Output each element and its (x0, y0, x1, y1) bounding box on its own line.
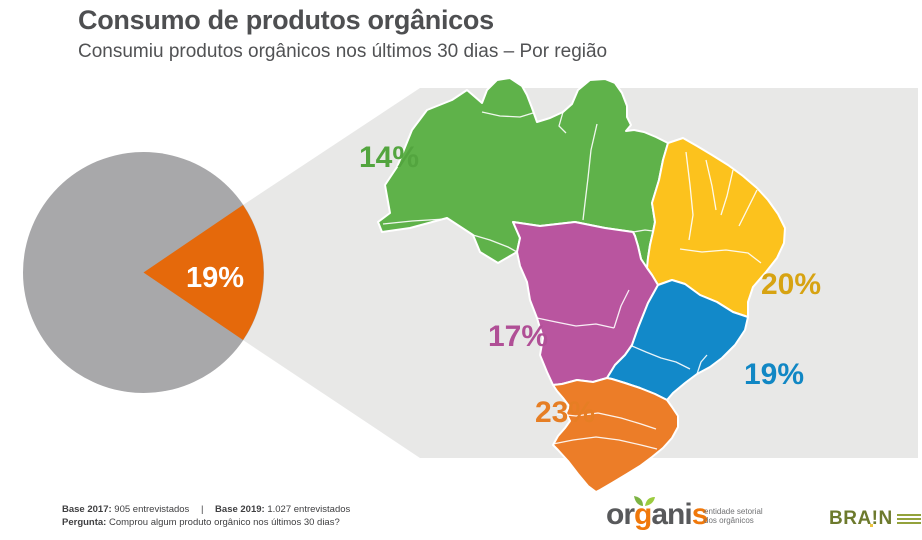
footer-base-note: Base 2017: 905 entrevistados | Base 2019… (62, 503, 350, 529)
base-2017-value: 905 entrevistados (114, 504, 190, 515)
header: Consumo de produtos orgânicos Consumiu p… (78, 5, 607, 63)
leaf-icon (634, 496, 655, 506)
pie-chart: 19% (23, 152, 264, 393)
question-text: Comprou algum produto orgânico nos últim… (108, 517, 340, 528)
page-title: Consumo de produtos orgânicos (78, 5, 494, 35)
organis-logo: organis entidade setorial dos orgânicos (606, 493, 781, 539)
organis-word-orange-s: s (691, 498, 709, 531)
organis-tagline: entidade setorial dos orgânicos (704, 507, 763, 525)
organis-word-gray-1: or (606, 498, 635, 531)
state-borders (382, 111, 762, 450)
base-2019-value: 1.027 entrevistados (267, 504, 351, 515)
region-south (552, 377, 679, 493)
label-north-percent: 14% (359, 141, 419, 174)
label-south-percent: 23% (535, 396, 595, 429)
organis-tagline-line1: entidade setorial (704, 507, 763, 516)
organis-tagline-line2: dos orgânicos (704, 516, 754, 525)
brain-logo-dot (870, 524, 873, 527)
base-2019-label: Base 2019: (215, 504, 265, 515)
label-southeast-percent: 19% (744, 358, 804, 391)
region-southeast (606, 279, 749, 401)
question-line: Pergunta: Comprou algum produto orgânico… (62, 516, 350, 529)
brazil-map: 14% 20% 17% 19% 23% (359, 77, 821, 493)
brain-wordmark: BRA!N (829, 508, 893, 529)
brain-tagline-lines (896, 514, 921, 524)
page-subtitle: Consumiu produtos orgânicos nos últimos … (78, 41, 608, 62)
base-2017-label: Base 2017: (62, 504, 112, 515)
base-divider: | (200, 504, 204, 515)
question-label: Pergunta: (62, 517, 107, 528)
organis-word-gray-2: ani (651, 498, 692, 531)
label-center-west-percent: 17% (488, 320, 548, 353)
label-northeast-percent: 20% (761, 268, 821, 301)
organis-word-orange-g: g (634, 498, 652, 531)
organis-wordmark: organis (606, 493, 781, 537)
brain-logo: BRA!N (829, 508, 921, 530)
pie-percent-label: 19% (186, 262, 244, 294)
pie-slice-consumed (143, 205, 264, 340)
base-line: Base 2017: 905 entrevistados | Base 2019… (62, 503, 350, 516)
